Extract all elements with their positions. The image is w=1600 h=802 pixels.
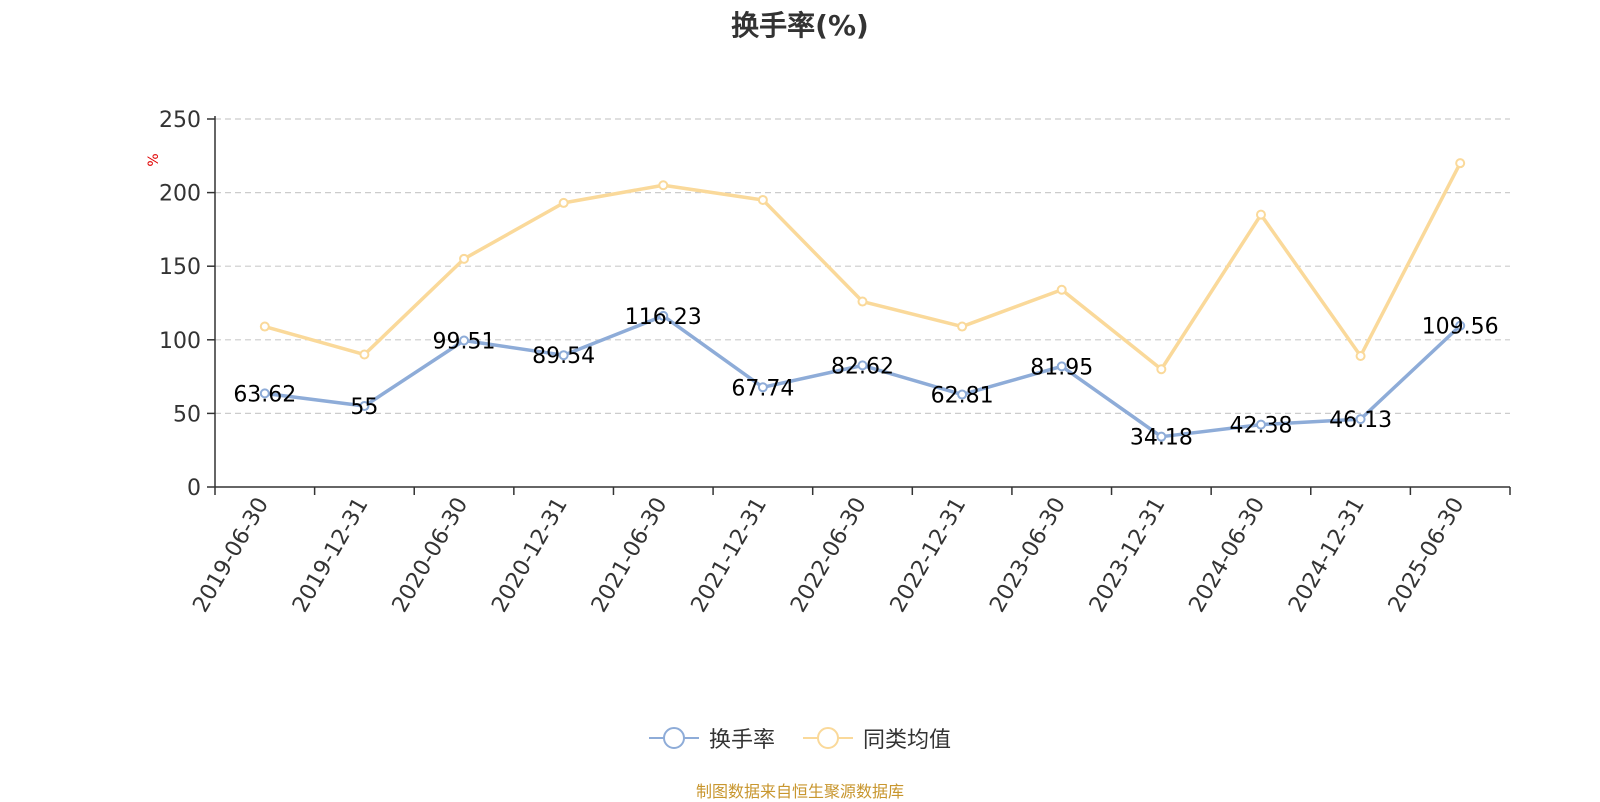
peer-average-data-point[interactable] (658, 180, 669, 191)
data-source-note: 制图数据来自恒生聚源数据库 (695, 782, 904, 801)
x-tick-label: 2025-06-30 (1384, 494, 1470, 617)
x-tick-label: 2022-12-31 (886, 494, 972, 617)
x-tick-label: 2022-06-30 (786, 494, 872, 617)
turnover-data-label: 55 (350, 395, 378, 420)
turnover-data-label: 81.95 (1030, 355, 1093, 380)
peer-average-data-point[interactable] (1355, 350, 1366, 361)
x-tick-label: 2021-12-31 (687, 494, 773, 617)
turnover-data-label: 62.81 (931, 384, 994, 409)
y-tick-label: 150 (159, 255, 201, 280)
x-tick-label: 2021-06-30 (587, 494, 673, 617)
peer-average-data-point[interactable] (957, 321, 968, 332)
turnover-data-point[interactable] (1056, 361, 1067, 372)
chart-title: 换手率(%) (731, 9, 869, 42)
peer-average-data-point[interactable] (1156, 364, 1167, 375)
y-tick-label: 0 (187, 476, 201, 501)
legend-item-turnover[interactable]: 换手率 (648, 722, 775, 754)
legend-peer-average-swatch-icon (803, 727, 853, 749)
turnover-data-label: 42.38 (1229, 414, 1292, 439)
peer-average-data-point[interactable] (359, 349, 370, 360)
x-tick-label: 2024-12-31 (1284, 494, 1370, 617)
turnover-data-point[interactable] (1255, 419, 1266, 430)
series (259, 158, 1466, 442)
legend-turnover-label: 换手率 (708, 728, 775, 753)
x-tick-label: 2019-06-30 (188, 494, 274, 617)
x-tick-label: 2019-12-31 (288, 494, 374, 617)
legend-peer-average-label: 同类均值 (863, 728, 952, 753)
turnover-data-point[interactable] (1455, 320, 1466, 331)
legend-item-peer-average[interactable]: 同类均值 (803, 722, 951, 754)
turnover-data-point[interactable] (1355, 414, 1366, 425)
turnover-data-point[interactable] (1156, 431, 1167, 442)
y-tick-label: 50 (173, 402, 201, 427)
turnover-data-label: 116.23 (625, 305, 702, 330)
x-tick-label: 2020-12-31 (487, 494, 573, 617)
peer-average-data-point[interactable] (259, 321, 270, 332)
grid-lines (215, 118, 1510, 414)
peer-average-data-point[interactable] (558, 197, 569, 208)
data-labels: 63.62 55 99.51 89.54 116.23 67.74 82.62 62.81 81… (233, 305, 1498, 451)
peer-average-data-point[interactable] (1056, 284, 1067, 295)
y-tick-label: 200 (159, 182, 201, 207)
turnover-data-point[interactable] (459, 335, 470, 346)
y-tick-label: 250 (159, 108, 201, 133)
y-tick-label: 100 (159, 329, 201, 354)
x-tick-label: 2023-12-31 (1085, 494, 1171, 617)
turnover-data-point[interactable] (259, 388, 270, 399)
legend-turnover-swatch-icon (648, 727, 699, 749)
turnover-data-label: 67.74 (731, 376, 794, 401)
x-tick-label: 2020-06-30 (388, 494, 474, 617)
turnover-data-point[interactable] (757, 382, 768, 393)
x-tick-label: 2023-06-30 (985, 494, 1071, 617)
turnover-data-point[interactable] (658, 310, 669, 321)
peer-average-data-point[interactable] (1255, 209, 1266, 220)
peer-average-data-point[interactable] (857, 296, 868, 307)
peer-average-data-point[interactable] (1455, 158, 1466, 169)
turnover-data-point[interactable] (857, 360, 868, 371)
turnover-data-label: 99.51 (433, 330, 496, 355)
x-tick-label: 2024-06-30 (1185, 494, 1271, 617)
peer-average-data-point[interactable] (459, 253, 470, 264)
turnover-data-point[interactable] (558, 350, 569, 361)
turnover-data-label: 109.56 (1422, 315, 1499, 340)
turnover-data-label: 63.62 (233, 382, 296, 407)
y-axis-unit-label: % (146, 153, 162, 166)
turnover-data-label: 34.18 (1130, 426, 1193, 451)
turnover-data-point[interactable] (957, 389, 968, 400)
turnover-data-label: 82.62 (831, 354, 894, 379)
peer-average-data-point[interactable] (757, 194, 768, 205)
turnover-data-label: 46.13 (1329, 408, 1392, 433)
turnover-data-label: 89.54 (532, 344, 595, 369)
legend: 换手率 同类均值 (0, 722, 1600, 754)
turnover-data-point[interactable] (359, 401, 370, 412)
